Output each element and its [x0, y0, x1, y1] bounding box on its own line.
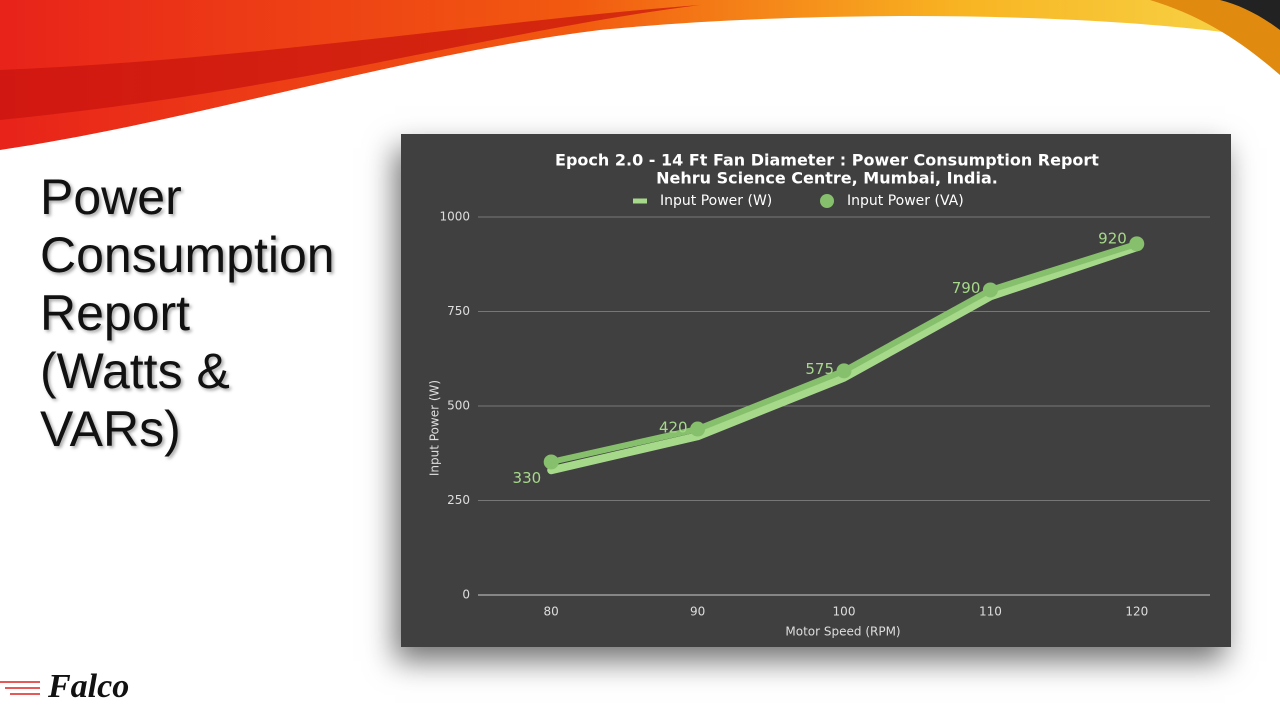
x-tick-label: 110 — [979, 605, 1002, 619]
x-tick-label: 120 — [1125, 605, 1148, 619]
chart: Epoch 2.0 - 14 Ft Fan Diameter : Power C… — [428, 151, 1210, 639]
y-tick-label: 500 — [447, 399, 470, 413]
legend-marker-icon — [820, 194, 834, 208]
slide-title-line: Report — [40, 285, 191, 341]
y-tick-label: 1000 — [439, 210, 470, 224]
x-tick-label: 100 — [833, 605, 856, 619]
chart-subtitle: Nehru Science Centre, Mumbai, India. — [656, 169, 998, 188]
logo: Falco — [48, 668, 130, 705]
legend-label: Input Power (W) — [660, 193, 772, 209]
chart-title: Epoch 2.0 - 14 Ft Fan Diameter : Power C… — [555, 151, 1099, 170]
logo-lines — [0, 681, 40, 695]
x-tick-label: 90 — [690, 605, 705, 619]
legend-label: Input Power (VA) — [847, 193, 964, 209]
data-label: 790 — [952, 279, 981, 297]
data-label: 330 — [513, 469, 542, 487]
slide-title-line: Power — [40, 169, 182, 225]
point-marker — [1129, 236, 1145, 252]
chart-panel: Epoch 2.0 - 14 Ft Fan Diameter : Power C… — [401, 134, 1231, 647]
decoration-swoosh — [0, 0, 1280, 150]
slide-title: Power Consumption Report (Watts & VARs) — [40, 168, 335, 458]
x-axis-label: Motor Speed (RPM) — [785, 625, 900, 639]
slide-title-line: (Watts & — [40, 343, 230, 399]
y-axis-label: Input Power (W) — [428, 380, 442, 476]
slide-title-line: Consumption — [40, 227, 335, 283]
data-label: 420 — [659, 419, 688, 437]
slide-title-line: VARs) — [40, 401, 181, 457]
x-tick-label: 80 — [544, 605, 559, 619]
point-marker — [690, 421, 706, 437]
data-label: 920 — [1098, 230, 1127, 248]
point-marker — [982, 282, 998, 298]
y-tick-label: 0 — [462, 588, 470, 602]
y-tick-label: 250 — [447, 493, 470, 507]
point-marker — [836, 363, 852, 379]
data-label: 575 — [805, 360, 834, 378]
y-tick-label: 750 — [447, 304, 470, 318]
point-marker — [543, 454, 559, 470]
series-line — [547, 243, 1141, 475]
